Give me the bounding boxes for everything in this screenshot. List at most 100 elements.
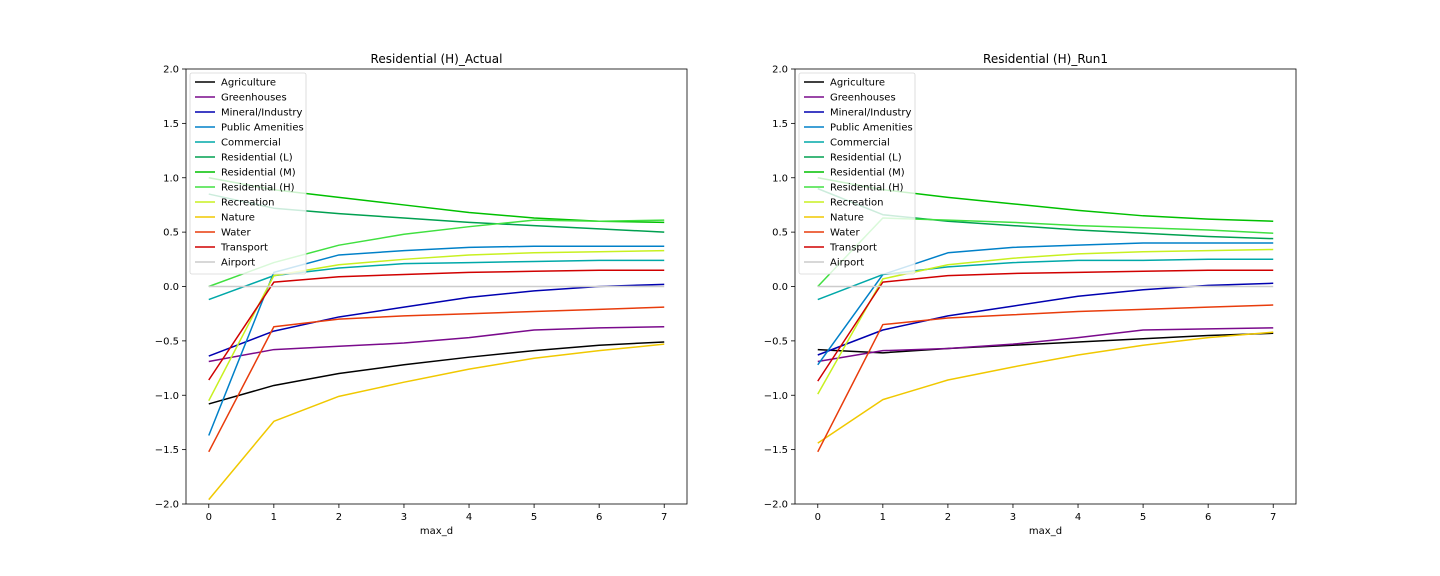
legend-item: Public Amenities bbox=[804, 123, 913, 134]
y-tick-label: −1.0 bbox=[764, 391, 788, 402]
x-tick-label: 7 bbox=[661, 512, 667, 523]
y-axis: 2.0 1.5 1.0 0.5 0.0 −0.5 −1.0 −1.5 −2.0 bbox=[764, 65, 795, 511]
series-line-recreation bbox=[817, 248, 1274, 395]
legend-item: Public Amenities bbox=[195, 123, 304, 134]
legend-item: Residential (H) bbox=[195, 183, 295, 194]
legend-item: Agriculture bbox=[804, 78, 885, 89]
series-line-agriculture bbox=[208, 341, 665, 405]
legend-label: Nature bbox=[221, 213, 255, 224]
x-axis: 0 1 2 3 4 5 6 7 bbox=[206, 504, 667, 523]
x-tick-label: 4 bbox=[466, 512, 472, 523]
x-tick-label: 3 bbox=[1010, 512, 1016, 523]
y-tick-label: 0.5 bbox=[772, 228, 788, 239]
legend-label: Nature bbox=[830, 213, 864, 224]
y-tick-label: −2.0 bbox=[155, 500, 179, 511]
chart-title: Residential (H)_Run1 bbox=[983, 52, 1108, 66]
legend-label: Public Amenities bbox=[830, 123, 913, 134]
x-tick-label: 0 bbox=[815, 512, 821, 523]
legend: Agriculture Greenhouses Mineral/Industry Pu… bbox=[189, 72, 307, 275]
x-tick-label: 1 bbox=[271, 512, 277, 523]
legend-label: Commercial bbox=[830, 138, 890, 149]
y-axis: 2.0 1.5 1.0 0.5 0.0 −0.5 −1.0 −1.5 −2.0 bbox=[155, 65, 186, 511]
series-line-transport bbox=[208, 269, 665, 381]
y-tick-label: 1.0 bbox=[163, 173, 179, 184]
legend-item: Water bbox=[804, 228, 860, 239]
legend-item: Recreation bbox=[195, 198, 274, 209]
legend-item: Airport bbox=[195, 258, 255, 269]
series-line-agriculture bbox=[817, 332, 1274, 354]
legend-item: Nature bbox=[804, 213, 864, 224]
y-tick-label: −1.0 bbox=[155, 391, 179, 402]
x-tick-label: 3 bbox=[401, 512, 407, 523]
y-tick-label: −2.0 bbox=[764, 500, 788, 511]
legend-label: Transport bbox=[220, 243, 268, 254]
x-tick-label: 6 bbox=[596, 512, 602, 523]
legend-label: Residential (M) bbox=[221, 168, 296, 179]
legend-item: Greenhouses bbox=[804, 93, 896, 104]
legend-label: Residential (L) bbox=[830, 153, 902, 164]
legend-item: Transport bbox=[195, 243, 268, 254]
legend-label: Residential (M) bbox=[830, 168, 905, 179]
legend-label: Mineral/Industry bbox=[221, 108, 302, 119]
y-tick-label: 0.0 bbox=[772, 282, 788, 293]
series-line-transport bbox=[817, 269, 1274, 382]
legend-item: Commercial bbox=[804, 138, 890, 149]
x-tick-label: 7 bbox=[1270, 512, 1276, 523]
x-axis-label: max_d bbox=[1029, 526, 1062, 537]
chart-title: Residential (H)_Actual bbox=[371, 52, 503, 66]
chart-actual: Residential (H)_Actual 0 1 2 3 4 5 6 7 2.0 1.5 1.0 0… bbox=[155, 52, 688, 537]
x-tick-label: 1 bbox=[880, 512, 886, 523]
y-tick-label: 0.0 bbox=[163, 282, 179, 293]
x-tick-label: 4 bbox=[1075, 512, 1081, 523]
x-axis-label: max_d bbox=[420, 526, 453, 537]
x-tick-label: 5 bbox=[531, 512, 537, 523]
series-line-water bbox=[817, 304, 1274, 453]
x-tick-label: 2 bbox=[945, 512, 951, 523]
legend-item: Greenhouses bbox=[195, 93, 287, 104]
legend-item: Residential (M) bbox=[804, 168, 905, 179]
series-line-greenhouses bbox=[817, 327, 1274, 363]
x-tick-label: 0 bbox=[206, 512, 212, 523]
legend-label: Public Amenities bbox=[221, 123, 304, 134]
chart-run1: Residential (H)_Run1 0 1 2 3 4 5 6 7 2.0 1.5 1.0 0.5… bbox=[764, 52, 1297, 537]
legend-item: Water bbox=[195, 228, 251, 239]
legend-label: Greenhouses bbox=[221, 93, 287, 104]
legend: Agriculture Greenhouses Mineral/Industry Pu… bbox=[798, 72, 916, 275]
legend-label: Airport bbox=[221, 258, 255, 269]
y-tick-label: 0.5 bbox=[163, 228, 179, 239]
series-line-water bbox=[208, 306, 665, 453]
legend-label: Residential (H) bbox=[221, 183, 295, 194]
series-line-nature bbox=[208, 343, 665, 501]
legend-item: Agriculture bbox=[195, 78, 276, 89]
legend-label: Water bbox=[221, 228, 251, 239]
legend-box bbox=[798, 72, 916, 275]
legend-label: Water bbox=[830, 228, 860, 239]
y-tick-label: −1.5 bbox=[155, 445, 179, 456]
y-tick-label: −0.5 bbox=[155, 336, 179, 347]
y-tick-label: 1.0 bbox=[772, 173, 788, 184]
legend-item: Residential (H) bbox=[804, 183, 904, 194]
legend-label: Airport bbox=[830, 258, 864, 269]
legend-box bbox=[189, 72, 307, 275]
legend-label: Mineral/Industry bbox=[830, 108, 911, 119]
y-tick-label: −1.5 bbox=[764, 445, 788, 456]
legend-item: Residential (L) bbox=[195, 153, 293, 164]
legend-label: Transport bbox=[829, 243, 877, 254]
y-tick-label: 1.5 bbox=[163, 119, 179, 130]
legend-label: Commercial bbox=[221, 138, 281, 149]
y-tick-label: 2.0 bbox=[772, 65, 788, 76]
legend-label: Agriculture bbox=[221, 78, 276, 89]
y-tick-label: −0.5 bbox=[764, 336, 788, 347]
y-tick-label: 2.0 bbox=[163, 65, 179, 76]
series-line-nature bbox=[817, 331, 1274, 444]
legend-item: Transport bbox=[804, 243, 877, 254]
x-axis: 0 1 2 3 4 5 6 7 bbox=[815, 504, 1276, 523]
legend-item: Commercial bbox=[195, 138, 281, 149]
legend-label: Greenhouses bbox=[830, 93, 896, 104]
legend-item: Mineral/Industry bbox=[804, 108, 911, 119]
series-lines bbox=[817, 177, 1274, 453]
x-tick-label: 2 bbox=[336, 512, 342, 523]
y-tick-label: 1.5 bbox=[772, 119, 788, 130]
legend-label: Residential (H) bbox=[830, 183, 904, 194]
